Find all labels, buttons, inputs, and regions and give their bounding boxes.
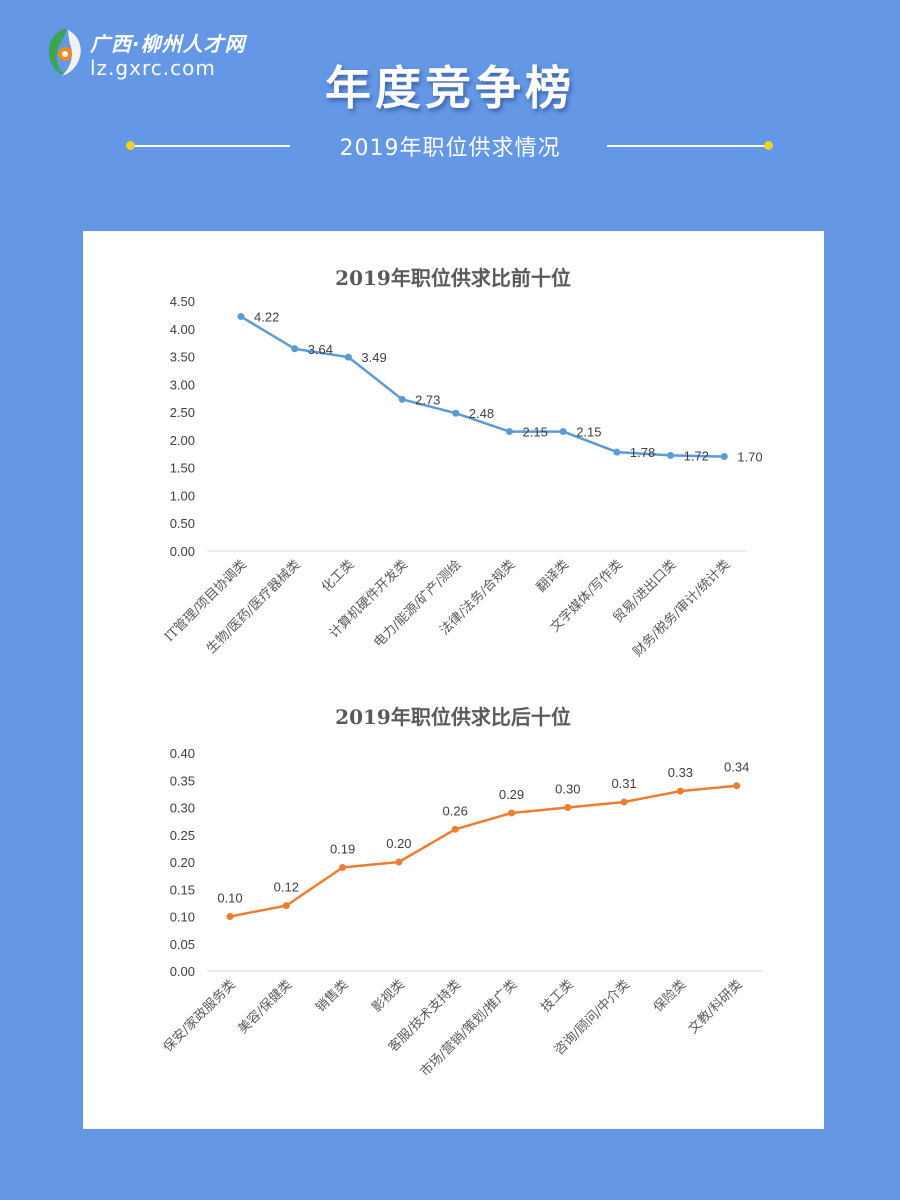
- data-point: [344, 353, 352, 361]
- y-tick-label: 1.00: [170, 488, 195, 503]
- chart-title: 2019年职位供求比前十位: [335, 266, 571, 290]
- y-tick-label: 4.00: [170, 322, 195, 337]
- y-tick-label: 0.25: [170, 828, 195, 843]
- y-tick-label: 3.50: [170, 350, 195, 365]
- data-point: [452, 409, 460, 417]
- data-point: [667, 451, 675, 459]
- logo-url[interactable]: lz.gxrc.com: [90, 56, 216, 80]
- data-label: 3.64: [308, 342, 333, 357]
- series-line: [229, 784, 737, 918]
- data-label: 0.33: [668, 765, 693, 780]
- page-title: 年度竞争榜: [325, 61, 575, 115]
- y-tick-label: 2.00: [170, 433, 195, 448]
- data-label: 0.19: [330, 841, 355, 856]
- data-point: [620, 798, 628, 806]
- data-point: [451, 825, 459, 833]
- y-tick-label: 0.40: [170, 746, 195, 761]
- y-tick-label: 0.00: [170, 964, 195, 979]
- y-tick-label: 1.50: [170, 461, 195, 476]
- y-tick-label: 0.00: [170, 544, 195, 559]
- data-point: [291, 345, 299, 353]
- data-point: [398, 395, 406, 403]
- data-point: [395, 858, 403, 866]
- data-label: 0.30: [555, 782, 580, 797]
- data-label: 1.72: [684, 448, 709, 463]
- data-label: 0.20: [386, 836, 411, 851]
- y-tick-label: 3.00: [170, 377, 195, 392]
- subtitle-divider-left: [132, 145, 290, 147]
- category-label: 影视类: [370, 977, 408, 1015]
- data-label: 0.26: [443, 803, 468, 818]
- data-label: 0.34: [724, 760, 749, 775]
- data-point: [720, 453, 728, 461]
- category-label: 生物/医药/医疗器械类: [204, 557, 304, 657]
- divider-dot-right: [764, 141, 773, 150]
- chart-card: 2019年职位供求比前十位 0.00 0.50 1.00 1.50 2.00 2.50 3.0…: [83, 231, 824, 1129]
- divider-dot-left: [126, 141, 135, 150]
- category-label: 技工类: [538, 977, 576, 1015]
- data-point: [506, 428, 513, 436]
- data-point: [339, 863, 347, 871]
- category-label: 翻译类: [534, 557, 572, 595]
- category-label: 保险类: [651, 977, 689, 1015]
- y-tick-label: 0.10: [170, 910, 195, 925]
- data-point: [564, 804, 572, 811]
- data-label: 0.29: [499, 787, 524, 802]
- chart-title: 2019年职位供求比后十位: [335, 705, 571, 729]
- data-point: [613, 448, 621, 456]
- data-label: 4.22: [254, 310, 279, 325]
- page-subtitle: 2019年职位供求情况: [339, 136, 561, 161]
- category-label: 保安/家政服务类: [160, 977, 239, 1056]
- data-label: 2.48: [469, 406, 494, 421]
- y-tick-label: 4.50: [170, 294, 195, 309]
- data-point: [733, 782, 741, 790]
- data-label: 3.49: [361, 350, 386, 365]
- logo-mark-icon: [48, 28, 81, 76]
- y-tick-label: 2.50: [170, 405, 195, 420]
- top-ten-chart: 2019年职位供求比前十位 0.00 0.50 1.00 1.50 2.00 2.50 3.0…: [162, 266, 763, 660]
- data-label: 0.12: [274, 880, 299, 895]
- y-tick-label: 0.15: [170, 882, 195, 897]
- category-label: 美容/保健类: [235, 977, 295, 1037]
- category-label: 销售类: [313, 977, 352, 1016]
- data-label: 1.78: [630, 445, 655, 460]
- data-point: [282, 902, 290, 910]
- y-tick-label: 0.50: [170, 516, 195, 531]
- category-label: 化工类: [319, 557, 357, 595]
- series-line: [240, 315, 725, 458]
- data-point: [237, 313, 245, 321]
- data-point: [508, 809, 515, 817]
- category-label: 市场/营销/策划/推广类: [417, 977, 520, 1080]
- bottom-ten-chart: 2019年职位供求比后十位 0.00 0.05 0.10 0.15 0.20 0.25 0.3…: [160, 705, 763, 1080]
- y-tick-label: 0.30: [170, 801, 195, 816]
- y-tick-label: 0.35: [170, 773, 195, 788]
- data-label: 0.10: [217, 891, 242, 906]
- data-label: 1.70: [737, 450, 762, 465]
- site-logo[interactable]: 广西·柳州人才网 lz.gxrc.com: [44, 24, 284, 84]
- data-label: 0.31: [611, 776, 636, 791]
- category-label: 文教/科研类: [685, 977, 745, 1037]
- data-label: 2.73: [415, 392, 440, 407]
- logo-text: 广西·柳州人才网: [90, 32, 246, 56]
- data-label: 2.15: [523, 425, 548, 440]
- data-label: 2.15: [576, 425, 601, 440]
- y-tick-label: 0.05: [170, 937, 195, 952]
- data-point: [676, 787, 684, 795]
- data-point: [559, 428, 567, 436]
- charts-svg: 2019年职位供求比前十位 0.00 0.50 1.00 1.50 2.00 2.50 3.0…: [160, 266, 763, 1080]
- data-point: [226, 913, 234, 920]
- category-label: 财务/税务/审计/统计类: [630, 557, 733, 660]
- subtitle-divider-right: [607, 145, 767, 147]
- y-tick-label: 0.20: [170, 855, 195, 870]
